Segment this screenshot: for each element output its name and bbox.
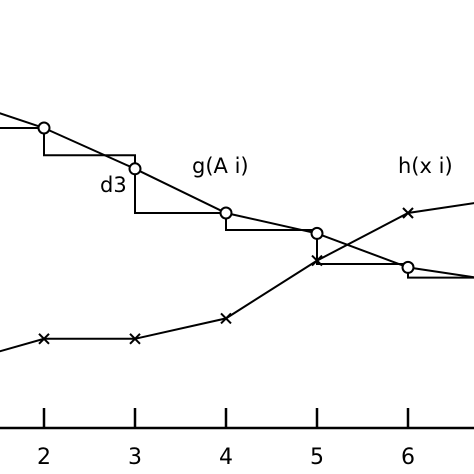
data-point bbox=[219, 206, 233, 220]
x-tick-label: 2 bbox=[37, 445, 51, 470]
x-axis: 2 3 4 5 6 bbox=[0, 408, 474, 470]
series-layer bbox=[0, 112, 474, 353]
data-point bbox=[310, 226, 324, 240]
data-point bbox=[38, 333, 50, 345]
x-tick-label: 4 bbox=[219, 445, 233, 470]
data-point bbox=[37, 121, 51, 135]
series-line bbox=[0, 112, 474, 279]
data-point bbox=[128, 162, 142, 176]
data-point bbox=[220, 312, 232, 325]
annotation-d3: d3 bbox=[100, 173, 127, 197]
staircase-line bbox=[0, 127, 474, 279]
x-tick-label: 5 bbox=[310, 445, 324, 470]
data-point bbox=[311, 254, 323, 267]
series-line bbox=[0, 202, 474, 353]
series-label-g: g(A i) bbox=[192, 154, 249, 178]
data-point bbox=[401, 260, 415, 274]
series-label-h: h(x i) bbox=[398, 154, 453, 178]
data-point bbox=[402, 207, 414, 219]
staircase bbox=[0, 127, 474, 279]
x-tick-label: 6 bbox=[401, 445, 415, 470]
x-tick-label: 3 bbox=[128, 445, 142, 470]
data-point bbox=[129, 333, 141, 345]
labels: g(A i) h(x i) d3 bbox=[100, 154, 453, 197]
